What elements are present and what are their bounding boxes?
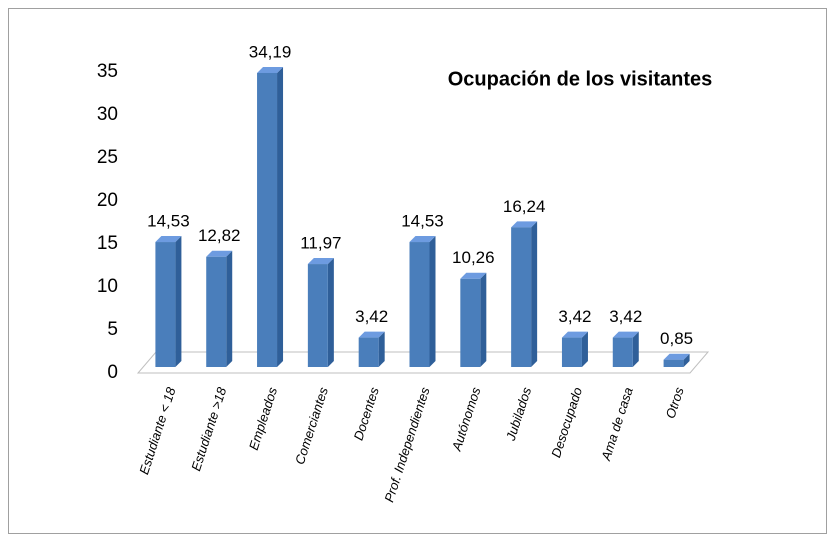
value-label: 10,26	[452, 248, 495, 267]
y-tick-label: 25	[97, 147, 118, 168]
bar-top	[612, 331, 639, 338]
value-label: 0,85	[660, 329, 693, 348]
value-label: 12,82	[198, 226, 241, 245]
bar-top	[358, 331, 385, 338]
value-label: 3,42	[355, 307, 388, 326]
bar-side	[632, 331, 639, 367]
bar-side	[327, 258, 334, 367]
bar	[257, 72, 278, 367]
bar-side	[531, 221, 538, 367]
value-label: 16,24	[503, 197, 546, 216]
y-tick-label: 15	[97, 233, 118, 254]
bar	[409, 242, 430, 367]
bar	[460, 278, 481, 367]
floor	[136, 351, 710, 374]
value-label: 3,42	[609, 307, 642, 326]
value-label: 11,97	[300, 234, 341, 253]
y-tick-label: 35	[97, 61, 118, 82]
bar	[206, 256, 227, 367]
bar-top	[155, 236, 182, 243]
bar-side	[378, 331, 385, 367]
bar-side	[480, 272, 487, 367]
value-label: 3,42	[558, 307, 591, 326]
bar-top	[663, 353, 690, 360]
bar-side	[175, 236, 182, 367]
y-tick-label: 30	[97, 104, 118, 125]
bar-top	[307, 258, 334, 265]
bar	[561, 337, 582, 367]
bar-top	[460, 272, 487, 279]
y-tick-label: 20	[97, 190, 118, 211]
bar-top	[511, 221, 538, 228]
y-tick-label: 10	[97, 276, 118, 297]
chart-title: Ocupación de los visitantes	[448, 68, 713, 90]
bar-side	[277, 66, 284, 367]
bar	[358, 337, 379, 367]
bar	[307, 264, 328, 367]
bar	[511, 227, 532, 367]
y-tick-label: 5	[107, 319, 118, 340]
bar-side	[581, 331, 588, 367]
bar-side	[683, 353, 690, 367]
bar-top	[257, 66, 284, 73]
bar-side	[226, 250, 233, 367]
value-label: 14,53	[147, 212, 190, 231]
bar	[663, 359, 684, 367]
bar-side	[429, 236, 436, 367]
bar-top	[206, 250, 233, 257]
bar-top	[409, 236, 436, 243]
bar	[612, 337, 633, 367]
bar-top	[561, 331, 588, 338]
value-label: 34,19	[249, 42, 292, 61]
bar	[155, 242, 176, 367]
y-tick-label: 0	[107, 362, 118, 383]
value-label: 14,53	[401, 212, 444, 231]
